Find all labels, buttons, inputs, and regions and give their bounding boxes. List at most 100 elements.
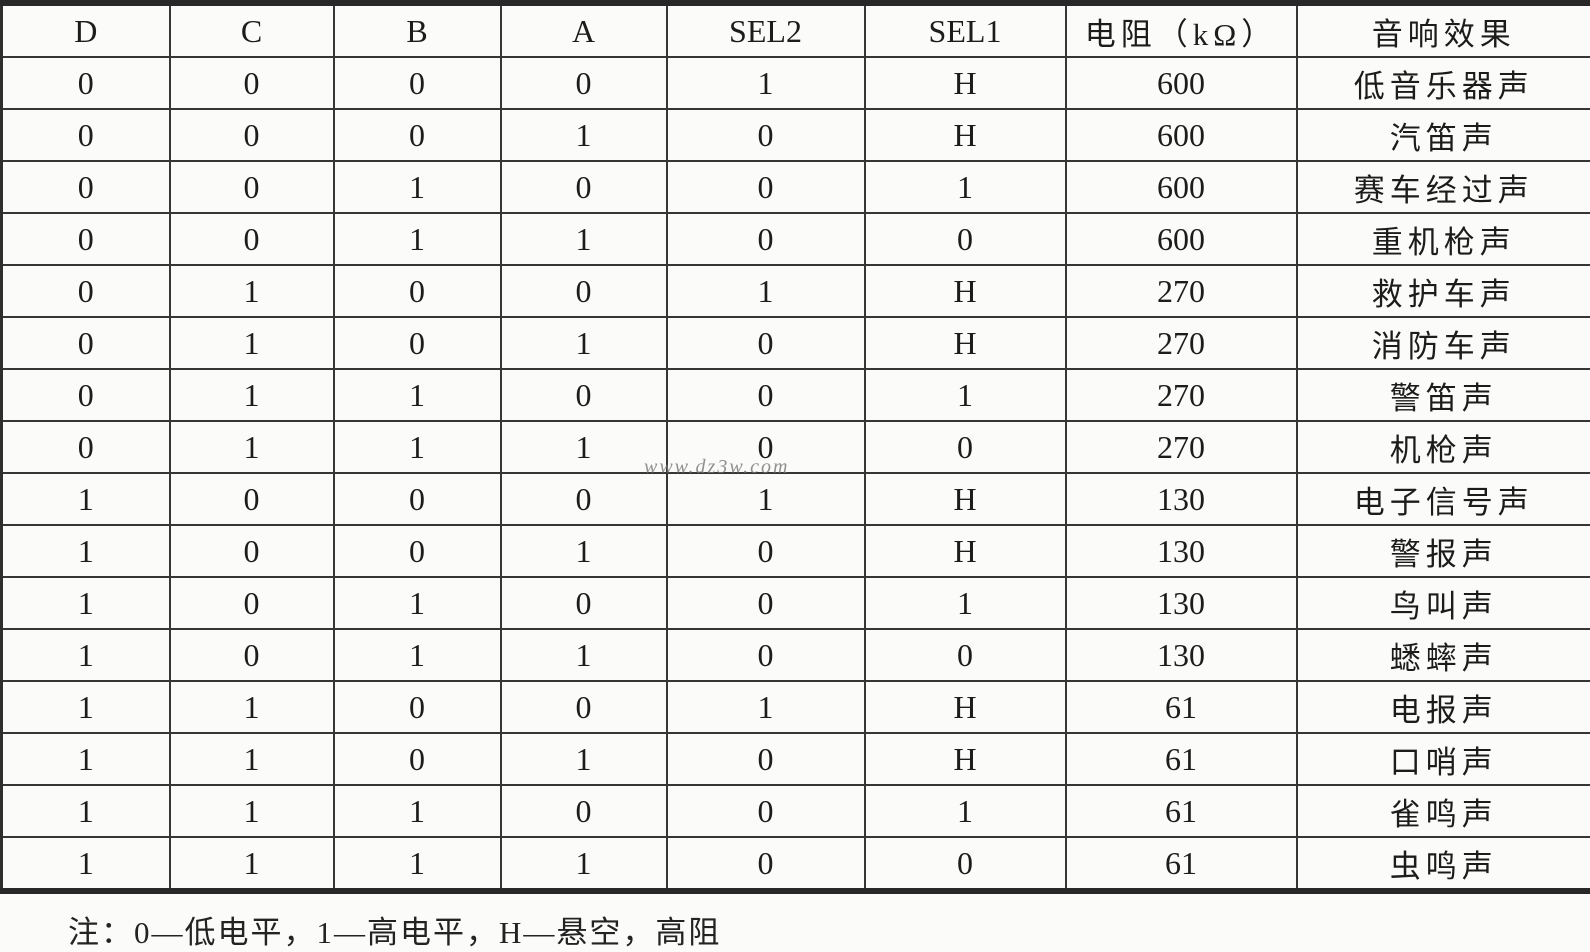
table-cell: 1	[667, 473, 865, 525]
col-header-b: B	[334, 3, 501, 57]
table-cell: 0	[334, 733, 501, 785]
table-cell: 1	[865, 577, 1066, 629]
table-cell: 0	[2, 213, 170, 265]
table-cell: 0	[865, 213, 1066, 265]
table-cell: 1	[501, 317, 667, 369]
table-cell: 0	[2, 57, 170, 109]
table-cell: 1	[865, 785, 1066, 837]
table-cell: 0	[170, 161, 334, 213]
table-cell: 机枪声	[1297, 421, 1590, 473]
col-header-a: A	[501, 3, 667, 57]
table-cell: 0	[2, 317, 170, 369]
table-cell: 600	[1066, 161, 1297, 213]
table-cell: 61	[1066, 733, 1297, 785]
table-cell: 270	[1066, 265, 1297, 317]
table-cell: 0	[667, 629, 865, 681]
table-cell: 1	[334, 421, 501, 473]
table-cell: 1	[2, 525, 170, 577]
table-cell: 0	[334, 265, 501, 317]
table-cell: H	[865, 317, 1066, 369]
col-header-d: D	[2, 3, 170, 57]
table-cell: 1	[2, 681, 170, 733]
table-cell: 虫鸣声	[1297, 837, 1590, 891]
table-cell: 1	[334, 785, 501, 837]
table-cell: 0	[667, 109, 865, 161]
table-cell: 警笛声	[1297, 369, 1590, 421]
table-cell: 1	[501, 837, 667, 891]
table-cell: 1	[334, 161, 501, 213]
table-cell: 0	[501, 265, 667, 317]
table-cell: 0	[667, 577, 865, 629]
table-header: D C B A SEL2 SEL1 电阻（kΩ） 音响效果	[2, 3, 1590, 57]
table-cell: 汽笛声	[1297, 109, 1590, 161]
table-cell: 600	[1066, 213, 1297, 265]
footnote: 注：0—低电平，1—高电平，H—悬空，高阻	[0, 907, 1590, 952]
table-cell: 1	[2, 785, 170, 837]
table-cell: 1	[334, 629, 501, 681]
table-cell: 0	[501, 681, 667, 733]
table-cell: 0	[501, 57, 667, 109]
col-header-sel2: SEL2	[667, 3, 865, 57]
table-cell: 270	[1066, 317, 1297, 369]
table-cell: 1	[170, 369, 334, 421]
table-cell: 1	[501, 109, 667, 161]
table-cell: 1	[334, 837, 501, 891]
table-cell: 0	[501, 577, 667, 629]
table-cell: 0	[667, 369, 865, 421]
table-cell: 1	[170, 421, 334, 473]
table-cell: 130	[1066, 629, 1297, 681]
table-cell: 1	[334, 577, 501, 629]
table-cell: 0	[2, 109, 170, 161]
table-cell: 1	[501, 421, 667, 473]
table-cell: 61	[1066, 837, 1297, 891]
table-cell: 1	[501, 733, 667, 785]
table-cell: 1	[501, 213, 667, 265]
table-cell: 赛车经过声	[1297, 161, 1590, 213]
table-cell: 130	[1066, 473, 1297, 525]
table-cell: 1	[501, 525, 667, 577]
table-cell: H	[865, 57, 1066, 109]
table-cell: 270	[1066, 421, 1297, 473]
table-cell: 0	[501, 161, 667, 213]
table-cell: 警报声	[1297, 525, 1590, 577]
table-cell: H	[865, 265, 1066, 317]
table-cell: 0	[334, 525, 501, 577]
table-cell: 蟋蟀声	[1297, 629, 1590, 681]
table-cell: 1	[2, 577, 170, 629]
table-cell: H	[865, 109, 1066, 161]
table-cell: H	[865, 681, 1066, 733]
table-cell: 重机枪声	[1297, 213, 1590, 265]
table-cell: 0	[2, 265, 170, 317]
table-cell: 270	[1066, 369, 1297, 421]
table-cell: 130	[1066, 525, 1297, 577]
table-cell: 0	[865, 837, 1066, 891]
table-cell: H	[865, 525, 1066, 577]
table-cell: 0	[170, 577, 334, 629]
col-header-sel1: SEL1	[865, 3, 1066, 57]
table-cell: 130	[1066, 577, 1297, 629]
table-cell: 1	[2, 629, 170, 681]
table-cell: 低音乐器声	[1297, 57, 1590, 109]
table-cell: 0	[667, 837, 865, 891]
table-cell: 0	[865, 421, 1066, 473]
table-cell: 0	[334, 473, 501, 525]
table-cell: 消防车声	[1297, 317, 1590, 369]
table-cell: 1	[170, 317, 334, 369]
table-cell: 口哨声	[1297, 733, 1590, 785]
table-cell: 电子信号声	[1297, 473, 1590, 525]
table-cell: 0	[667, 317, 865, 369]
table-cell: H	[865, 733, 1066, 785]
table-cell: 0	[667, 213, 865, 265]
table-cell: 0	[2, 421, 170, 473]
